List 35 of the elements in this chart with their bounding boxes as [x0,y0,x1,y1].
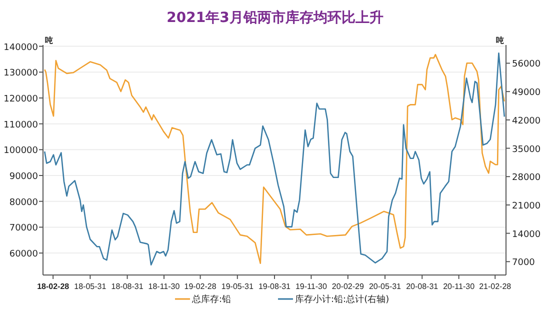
legend-label: 库存小计:铅:总计(右轴) [295,294,390,305]
y2-axis-title: 吨 [496,36,504,45]
y2-tick-label: 35000 [512,144,541,155]
y2-tick-label: 21000 [512,201,541,212]
x-tick-label: 19-08-31 [258,282,292,291]
x-tick-label: 20-05-31 [368,282,402,291]
x-tick-label: 18-05-31 [74,282,107,291]
x-tick-label: 21-02-28 [479,282,512,291]
y2-tick-label: 7000 [512,258,536,268]
y-tick-label: 80000 [9,198,38,208]
x-tick-label: 19-05-31 [221,282,254,291]
x-tick-label: 20-02-29 [332,282,364,291]
x-tick-label: 18-08-31 [111,282,144,291]
x-tick-label: 18-02-28 [37,282,70,291]
y2-tick-label: 28000 [512,173,541,184]
x-tick-label: 19-02-28 [184,282,217,291]
y2-tick-label: 14000 [512,230,541,240]
y2-tick-label: 49000 [512,88,541,98]
y-tick-label: 140000 [4,42,38,53]
y-tick-label: 100000 [4,146,38,156]
x-tick-label: 20-08-31 [406,282,439,291]
y2-tick-label: 42000 [512,116,541,126]
y-tick-label: 60000 [9,250,38,260]
chart-title: 2021年3月铅两市库存均环比上升 [166,9,384,26]
y-tick-label: 70000 [9,224,38,234]
y-tick-label: 110000 [4,120,38,130]
x-tick-label: 20-11-30 [443,282,476,291]
x-tick-label: 19-11-30 [295,282,328,291]
y-axis-title: 吨 [45,36,53,45]
x-tick-label: 18-11-30 [148,282,180,291]
y2-tick-label: 56000 [512,60,541,70]
y-tick-label: 90000 [9,172,38,182]
y-tick-label: 120000 [4,94,38,104]
y-tick-label: 130000 [4,68,38,79]
legend-label: 总库存:铅 [191,294,232,305]
